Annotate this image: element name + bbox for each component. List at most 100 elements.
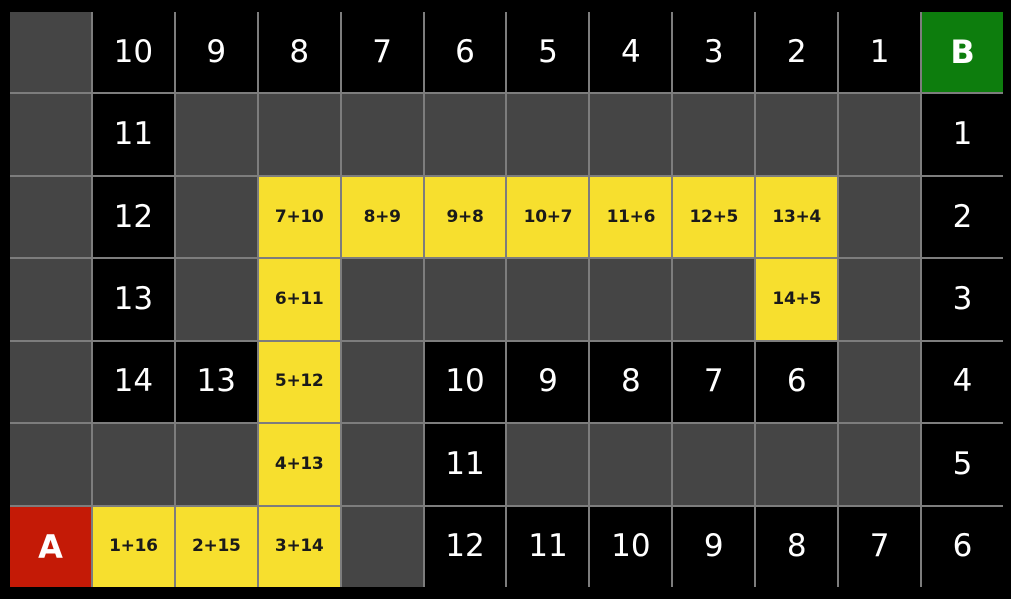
- grid-cell-empty[interactable]: [341, 424, 423, 505]
- grid-cell-empty[interactable]: [341, 259, 423, 340]
- grid-cell-empty[interactable]: [507, 94, 589, 175]
- grid-cell-distance[interactable]: 5: [922, 424, 1003, 505]
- grid-cell-label: 5: [952, 445, 973, 482]
- grid-cell-path[interactable]: 7+10: [258, 176, 340, 258]
- grid-cell-empty[interactable]: [341, 94, 423, 175]
- grid-cell-empty[interactable]: [507, 424, 589, 505]
- grid-cell-path[interactable]: 11+6: [590, 176, 672, 258]
- grid-cell-empty[interactable]: [424, 259, 506, 340]
- grid-cell-distance[interactable]: 3: [673, 12, 755, 93]
- grid-cell-path[interactable]: 3+14: [258, 506, 340, 587]
- grid-cell-distance[interactable]: 8: [258, 12, 340, 93]
- grid-cell-distance[interactable]: 11: [92, 94, 174, 175]
- grid-cell-path[interactable]: 4+13: [258, 424, 340, 505]
- grid-cell-distance[interactable]: 7: [341, 12, 423, 93]
- grid-cell-distance[interactable]: 4: [922, 341, 1003, 423]
- grid-cell-path[interactable]: 8+9: [341, 176, 423, 258]
- grid-cell-empty[interactable]: [507, 259, 589, 340]
- grid-cell-empty[interactable]: [175, 94, 257, 175]
- grid-cell-path[interactable]: 5+12: [258, 341, 340, 423]
- grid-cell-distance[interactable]: 5: [507, 12, 589, 93]
- grid-cell-distance[interactable]: 8: [756, 506, 838, 587]
- grid-cell-distance[interactable]: 10: [424, 341, 506, 423]
- grid-cell-distance[interactable]: 1: [922, 94, 1003, 175]
- grid-cell-path[interactable]: 9+8: [424, 176, 506, 258]
- grid-cell-empty[interactable]: [590, 259, 672, 340]
- grid-cell-label: 9: [703, 528, 724, 565]
- grid-cell-distance[interactable]: 10: [590, 506, 672, 587]
- grid-cell-distance[interactable]: 8: [590, 341, 672, 423]
- grid-cell-empty[interactable]: [673, 424, 755, 505]
- grid-cell-empty[interactable]: [341, 506, 423, 587]
- grid-cell-empty[interactable]: [10, 176, 91, 258]
- grid-cell-label: 4: [621, 33, 641, 70]
- grid-cell-distance[interactable]: 9: [175, 12, 257, 93]
- grid-cell-empty[interactable]: [175, 176, 257, 258]
- grid-cell-label: 3+14: [274, 536, 324, 557]
- grid-cell-label: 3: [952, 280, 973, 317]
- grid-cell-start[interactable]: A: [10, 506, 91, 587]
- grid-cell-empty[interactable]: [10, 341, 91, 423]
- grid-cell-distance[interactable]: 7: [673, 341, 755, 423]
- grid-cell-label: 14: [113, 363, 154, 400]
- grid-cell-distance[interactable]: 12: [92, 176, 174, 258]
- grid-cell-distance[interactable]: 10: [92, 12, 174, 93]
- grid-cell-path[interactable]: 6+11: [258, 259, 340, 340]
- grid-cell-empty[interactable]: [10, 12, 91, 93]
- grid-cell-empty[interactable]: [839, 176, 921, 258]
- grid-cell-empty[interactable]: [756, 94, 838, 175]
- grid-cell-empty[interactable]: [424, 94, 506, 175]
- grid-cell-distance[interactable]: 3: [922, 259, 1003, 340]
- grid-cell-distance[interactable]: 13: [92, 259, 174, 340]
- grid-cell-empty[interactable]: [175, 259, 257, 340]
- grid-cell-distance[interactable]: 6: [922, 506, 1003, 587]
- grid-cell-distance[interactable]: 11: [424, 424, 506, 505]
- grid-cell-distance[interactable]: 9: [507, 341, 589, 423]
- grid-cell-empty[interactable]: [92, 424, 174, 505]
- grid-cell-label: 13+4: [772, 206, 821, 227]
- grid-cell-distance[interactable]: 6: [424, 12, 506, 93]
- grid-cell-empty[interactable]: [839, 94, 921, 175]
- grid-cell-distance[interactable]: 12: [424, 506, 506, 587]
- grid-cell-empty[interactable]: [839, 259, 921, 340]
- grid-cell-empty[interactable]: [839, 424, 921, 505]
- grid-cell-path[interactable]: 2+15: [175, 506, 257, 587]
- grid-cell-path[interactable]: 14+5: [756, 259, 838, 340]
- grid-cell-empty[interactable]: [10, 94, 91, 175]
- grid-cell-empty[interactable]: [590, 424, 672, 505]
- grid-cell-label: 2: [786, 33, 807, 70]
- grid-cell-label: 11+6: [606, 206, 656, 227]
- grid-cell-empty[interactable]: [175, 424, 257, 505]
- grid-cell-empty[interactable]: [590, 94, 672, 175]
- grid-cell-distance[interactable]: 7: [839, 506, 921, 587]
- grid-cell-label: 10: [113, 33, 154, 70]
- grid-cell-label: 9: [538, 363, 558, 400]
- grid-cell-distance[interactable]: 14: [92, 341, 174, 423]
- grid-cell-label: 6: [952, 528, 973, 565]
- grid-cell-empty[interactable]: [258, 94, 340, 175]
- grid-cell-distance[interactable]: 2: [756, 12, 838, 93]
- grid-cell-path[interactable]: 10+7: [507, 176, 589, 258]
- grid-cell-empty[interactable]: [10, 424, 91, 505]
- grid-cell-distance[interactable]: 2: [922, 176, 1003, 258]
- grid-cell-distance[interactable]: 11: [507, 506, 589, 587]
- grid-cell-empty[interactable]: [673, 94, 755, 175]
- grid-cell-empty[interactable]: [756, 424, 838, 505]
- grid-cell-label: 6: [455, 33, 475, 70]
- grid-cell-empty[interactable]: [673, 259, 755, 340]
- grid-cell-empty[interactable]: [341, 341, 423, 423]
- grid-cell-path[interactable]: 13+4: [756, 176, 838, 258]
- grid-cell-distance[interactable]: 1: [839, 12, 921, 93]
- grid-cell-distance[interactable]: 13: [175, 341, 257, 423]
- grid-cell-empty[interactable]: [10, 259, 91, 340]
- grid-cell-path[interactable]: 12+5: [673, 176, 755, 258]
- grid-cell-distance[interactable]: 9: [673, 506, 755, 587]
- grid-cell-goal[interactable]: B: [922, 12, 1003, 93]
- grid-cell-path[interactable]: 1+16: [92, 506, 174, 587]
- grid-cell-empty[interactable]: [839, 341, 921, 423]
- grid-cell-distance[interactable]: 4: [590, 12, 672, 93]
- grid-cell-label: 1+16: [109, 536, 158, 557]
- grid-cell-label: 5+12: [274, 371, 324, 392]
- grid-cell-distance[interactable]: 6: [756, 341, 838, 423]
